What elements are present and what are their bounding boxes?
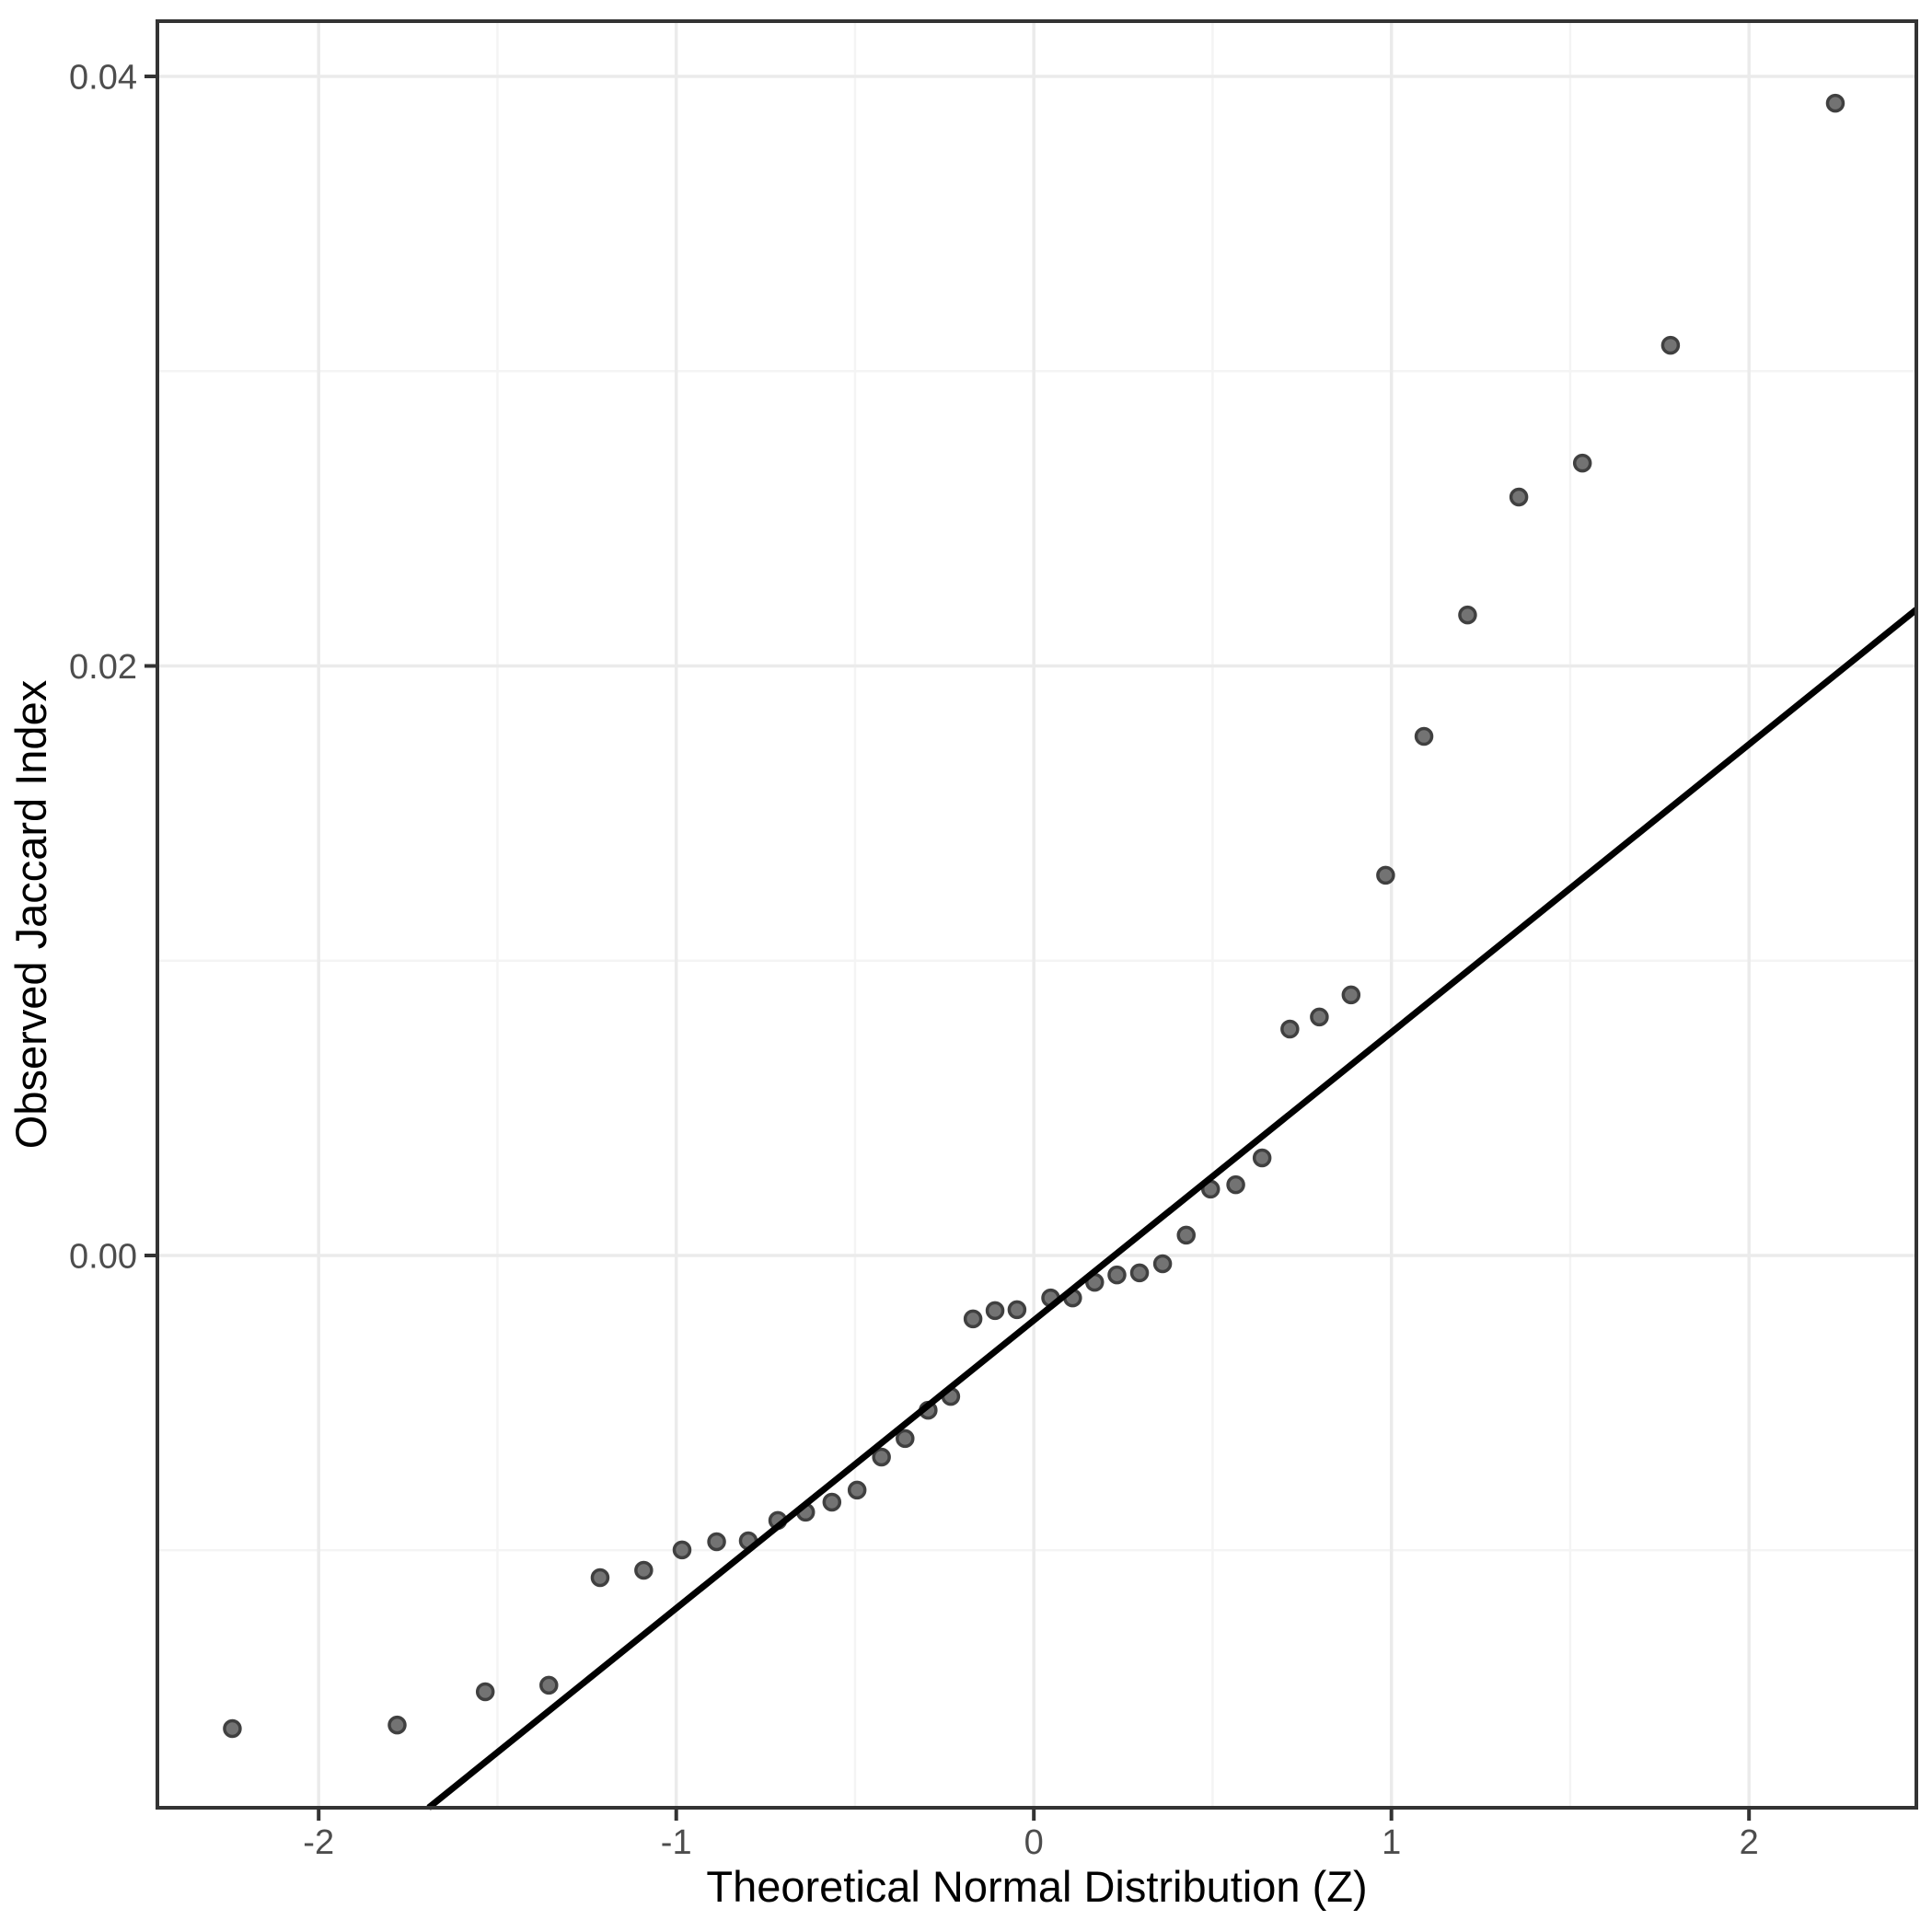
data-point bbox=[634, 1560, 654, 1580]
data-point bbox=[1252, 1148, 1272, 1168]
data-point bbox=[1414, 726, 1434, 746]
data-point bbox=[1007, 1300, 1027, 1320]
data-point bbox=[539, 1675, 559, 1695]
x-axis-title: Theoretical Normal Distribution (Z) bbox=[706, 1862, 1367, 1911]
data-point bbox=[590, 1568, 610, 1588]
data-point bbox=[1129, 1263, 1150, 1283]
reference-line-group bbox=[426, 607, 1919, 1811]
data-point bbox=[1280, 1019, 1300, 1039]
data-point bbox=[707, 1532, 726, 1552]
x-tick-label: -1 bbox=[661, 1823, 692, 1862]
data-point bbox=[1310, 1007, 1329, 1027]
grid-minor-lines bbox=[157, 21, 1916, 1808]
data-point bbox=[388, 1715, 407, 1735]
data-point bbox=[672, 1540, 692, 1560]
data-point bbox=[1226, 1174, 1245, 1195]
data-point bbox=[1458, 605, 1477, 625]
y-tick-label: 0.04 bbox=[69, 58, 137, 97]
data-point bbox=[963, 1309, 983, 1329]
panel-border bbox=[156, 19, 1918, 1810]
x-tick-label: 1 bbox=[1382, 1823, 1401, 1862]
axis-tick-marks bbox=[145, 75, 1752, 1821]
data-point bbox=[872, 1447, 891, 1467]
y-axis-title: Observed Jaccard Index bbox=[6, 680, 55, 1149]
x-tick-label: 0 bbox=[1024, 1823, 1044, 1862]
data-point bbox=[822, 1492, 842, 1512]
data-point bbox=[896, 1429, 915, 1449]
y-tick-label: 0.02 bbox=[69, 648, 137, 687]
data-point bbox=[1376, 865, 1395, 885]
data-point bbox=[1572, 453, 1592, 473]
data-point bbox=[475, 1682, 495, 1702]
data-point bbox=[847, 1480, 867, 1500]
data-point bbox=[985, 1301, 1005, 1321]
data-point bbox=[1176, 1225, 1196, 1245]
data-point bbox=[1825, 93, 1845, 113]
data-point bbox=[1152, 1254, 1173, 1274]
grid-major-lines bbox=[157, 21, 1916, 1808]
data-point bbox=[1509, 487, 1529, 507]
reference-line bbox=[426, 607, 1919, 1811]
x-tick-label: -2 bbox=[303, 1823, 334, 1862]
x-tick-label: 2 bbox=[1740, 1823, 1759, 1862]
data-points bbox=[223, 93, 1845, 1739]
y-tick-label: 0.00 bbox=[69, 1237, 137, 1276]
data-point bbox=[1341, 985, 1361, 1005]
axis-tick-labels: -2 -1 0 1 2 0.00 0.02 0.04 bbox=[69, 58, 1759, 1862]
data-point bbox=[223, 1718, 242, 1739]
data-point bbox=[1660, 335, 1681, 355]
data-point bbox=[1107, 1265, 1127, 1285]
